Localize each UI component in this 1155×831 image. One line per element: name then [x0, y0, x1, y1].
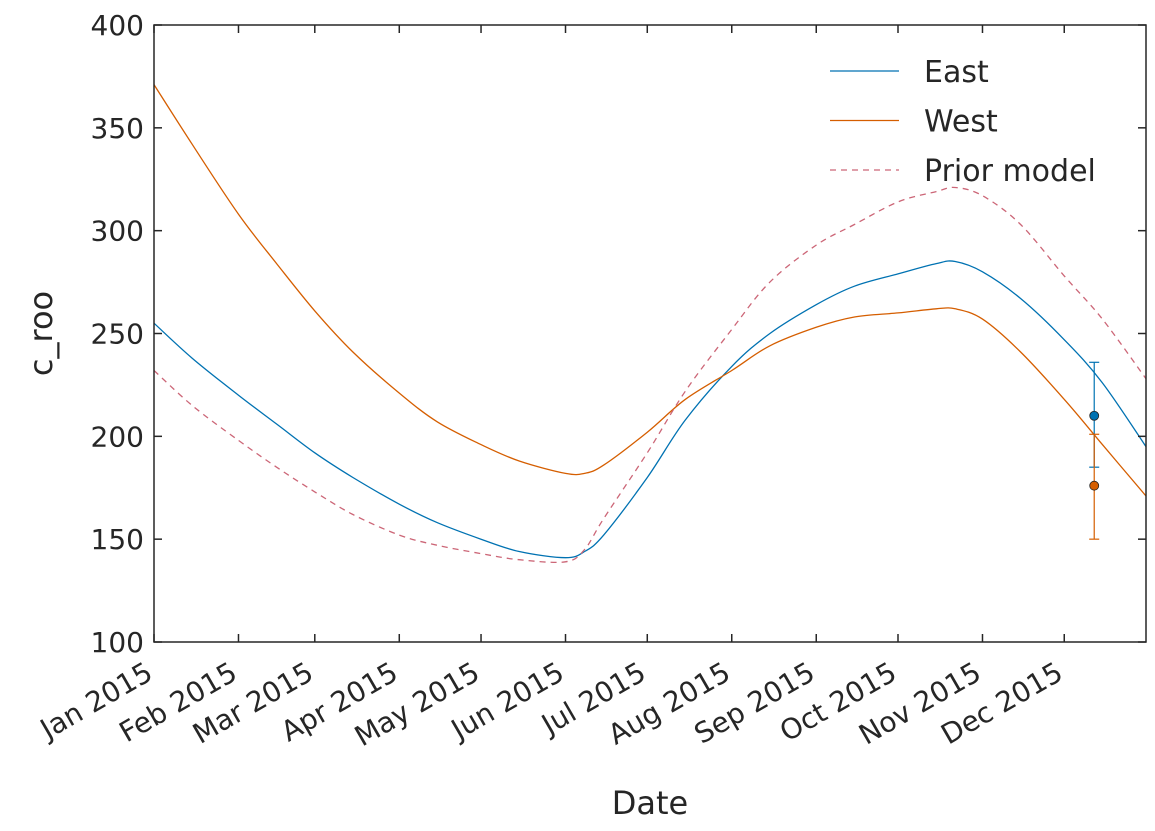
legend: East West Prior model — [830, 55, 1096, 189]
series-layer — [153, 84, 1147, 564]
observation-layer — [1089, 361, 1100, 540]
x-axis-label: Date — [612, 784, 688, 822]
observation-point-east — [1089, 410, 1100, 421]
legend-label-east: East — [924, 55, 989, 90]
y-tick-label: 400 — [91, 9, 144, 42]
observation-point-west — [1089, 480, 1100, 491]
y-tick-label: 300 — [91, 215, 144, 248]
y-tick-label: 200 — [91, 420, 144, 453]
y-axis: 100 150 200 250 300 350 400 — [91, 9, 1146, 659]
series-line-east — [153, 260, 1147, 559]
y-tick-label: 150 — [91, 523, 144, 556]
y-tick-label: 350 — [91, 112, 144, 145]
legend-label-prior-model: Prior model — [924, 154, 1096, 189]
series-line-prior-model — [153, 186, 1147, 564]
y-axis-label: c_roo — [22, 291, 60, 376]
y-tick-label: 100 — [91, 626, 144, 659]
legend-label-west: West — [924, 105, 998, 140]
series-line-west — [153, 84, 1147, 497]
y-tick-label: 250 — [91, 318, 144, 351]
